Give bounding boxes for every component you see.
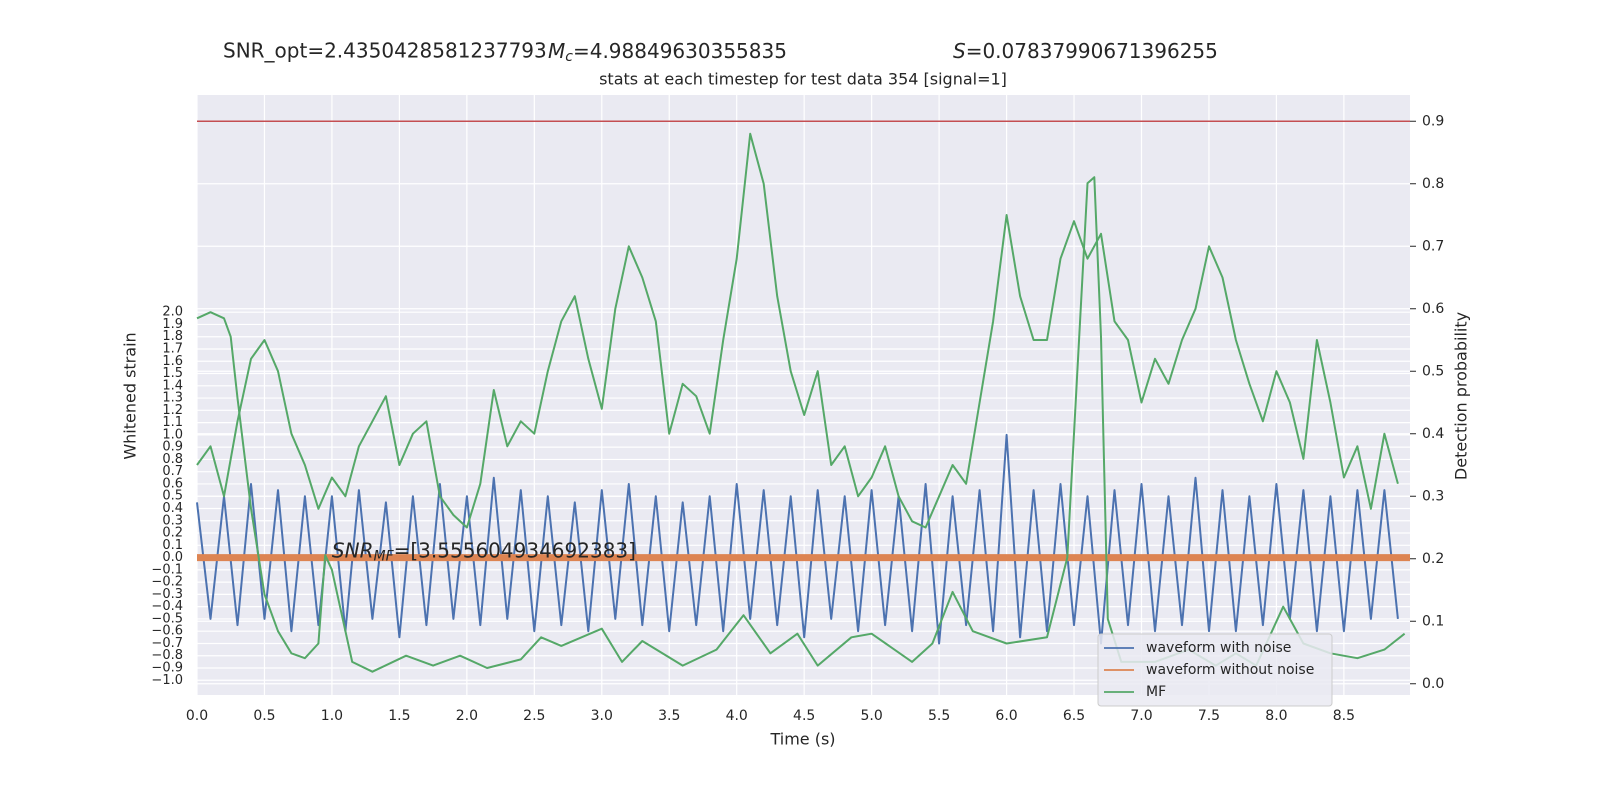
y-tick-label: 1.9 [162,317,183,332]
y-tick-label: 0.8 [162,452,183,467]
y-tick-label: 2.0 [162,305,183,320]
mc-sub: c [565,49,573,65]
y-tick-label: −0.2 [151,575,183,590]
y-tick-label: −0.7 [151,636,183,651]
legend-label: MF [1146,684,1166,700]
y-tick-label: 0.1 [162,538,183,553]
y-tick-label: 0.5 [162,489,183,504]
annotation-sub: MF [373,549,394,565]
y-tick-label: −0.1 [151,562,183,577]
y-tick-label: 0.4 [162,501,183,516]
x-tick-label: 8.0 [1265,708,1287,724]
y-tick-label: 0.9 [162,440,183,455]
y-tick-label: −0.3 [151,587,183,602]
overlay: SNRMF=[3.555604934692383]waveform with n… [197,120,1410,707]
snr-opt: SNR_opt=2.4350428581237793 [223,39,547,63]
x-tick-label: 8.5 [1333,708,1355,724]
snr-mf-annotation: SNRMF=[3.555604934692383] [332,538,636,565]
y2-tick-label: 0.6 [1422,301,1444,317]
y-tick-label: 0.2 [162,526,183,541]
x-tick-label: 1.5 [388,708,410,724]
x-tick-label: 7.0 [1130,708,1152,724]
x-tick-label: 0.5 [253,708,275,724]
y2-tick-label: 0.9 [1422,113,1444,129]
x-tick-label: 3.5 [658,708,680,724]
x-tick-label: 2.0 [456,708,478,724]
plot-area [197,95,1410,695]
y2-tick-label: 0.8 [1422,176,1444,192]
legend-label: waveform without noise [1146,662,1314,678]
y2-tick-label: 0.2 [1422,551,1444,567]
chart-title: stats at each timestep for test data 354… [599,70,1007,89]
y-tick-label: 1.6 [162,354,183,369]
marks [196,132,1410,673]
x-tick-label: 5.5 [928,708,950,724]
annotation-value: =[3.555604934692383] [394,538,636,562]
y-tick-label: 1.4 [162,378,183,393]
y-tick-label: 1.1 [162,415,183,430]
x-tick-label: 6.5 [1063,708,1085,724]
x-tick-label: 3.0 [591,708,613,724]
y-tick-label: −0.5 [151,611,183,626]
mc-symbol: M [548,39,565,63]
y-tick-label: 1.8 [162,329,183,344]
y-tick-label: 1.5 [162,366,183,381]
s-label: S=0.07837990671396255 [953,39,1218,63]
s-value: =0.07837990671396255 [966,39,1218,63]
y-tick-label: −0.4 [151,599,183,614]
series-line [196,433,1399,645]
s-symbol: S [953,39,966,63]
x-tick-label: 2.5 [523,708,545,724]
x-tick-label: 6.0 [995,708,1017,724]
y-tick-label: 1.2 [162,403,183,418]
y-tick-label: −0.9 [151,661,183,676]
x-tick-label: 5.0 [861,708,883,724]
legend-label: waveform with noise [1146,640,1291,656]
y-tick-label: 0.6 [162,476,183,491]
y-tick-label: 1.7 [162,341,183,356]
y2-tick-label: 0.1 [1422,613,1444,629]
y-tick-label: 0.3 [162,513,183,528]
x-tick-label: 7.5 [1198,708,1220,724]
y-tick-label: −1.0 [151,673,183,688]
y-tick-label: 0.7 [162,464,183,479]
series-line [196,132,1399,529]
x-axis-label: Time (s) [769,730,835,749]
y2-tick-label: 0.5 [1422,363,1444,379]
x-tick-label: 1.0 [321,708,343,724]
x-tick-label: 4.0 [726,708,748,724]
y-tick-label: 1.0 [162,427,183,442]
x-tick-label: 4.5 [793,708,815,724]
annotation-symbol: SNR [332,538,374,562]
mc-label: Mc=4.98849630355835 [548,39,787,66]
y2-tick-label: 0.4 [1422,426,1444,442]
y-tick-label: −0.8 [151,648,183,663]
y-axis-label: Whitened strain [121,332,140,459]
y-tick-label: 0.0 [162,550,183,565]
y2-tick-label: 0.7 [1422,238,1444,254]
y2-axis-label: Detection probability [1452,312,1471,480]
legend-box [1097,633,1333,707]
y-tick-label: −0.6 [151,624,183,639]
y2-tick-label: 0.0 [1422,676,1444,692]
mc-value: =4.98849630355835 [573,39,787,63]
y-tick-label: 1.3 [162,391,183,406]
x-tick-label: 0.0 [186,708,208,724]
y2-tick-label: 0.3 [1422,488,1444,504]
